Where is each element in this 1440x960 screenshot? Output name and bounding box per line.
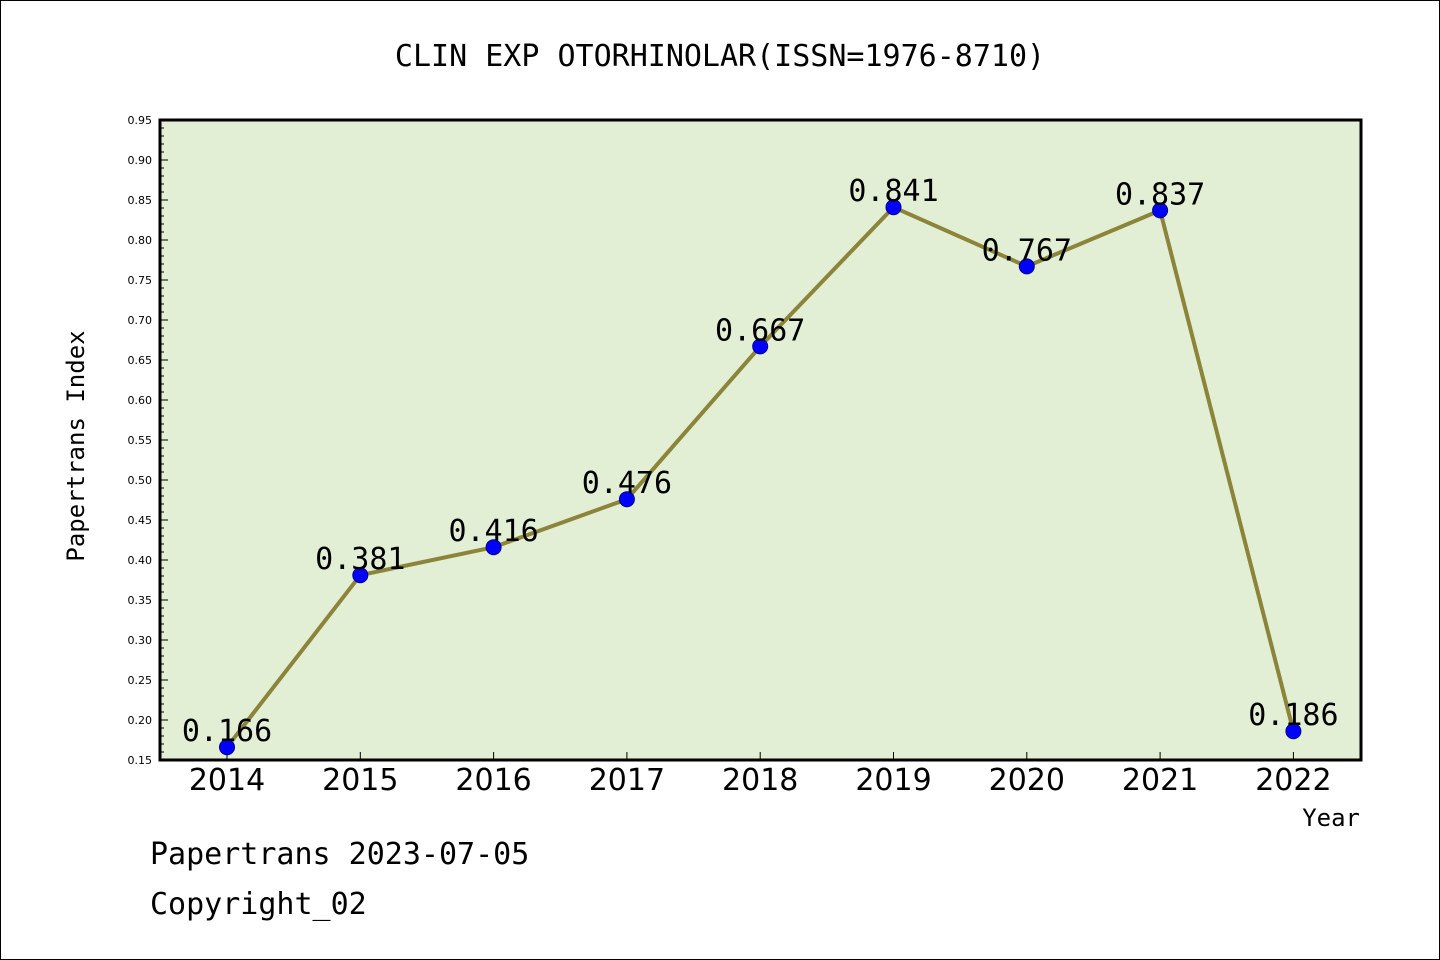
y-tick-label: 0.20 — [128, 714, 153, 727]
y-axis-label: Papertrans Index — [62, 330, 90, 561]
y-tick-label: 0.25 — [128, 674, 153, 687]
x-tick-label: 2021 — [1122, 763, 1198, 798]
y-tick-label: 0.45 — [128, 514, 153, 527]
y-tick-label: 0.90 — [128, 154, 153, 167]
data-label: 0.381 — [315, 542, 405, 577]
y-tick-label: 0.70 — [128, 314, 153, 327]
y-tick-label: 0.95 — [128, 114, 153, 127]
data-label: 0.667 — [715, 313, 805, 348]
x-tick-label: 2017 — [589, 763, 665, 798]
x-tick-label: 2019 — [855, 763, 931, 798]
y-tick-label: 0.65 — [128, 354, 153, 367]
x-tick-label: 2018 — [722, 763, 798, 798]
data-point — [1018, 258, 1035, 275]
y-tick-label: 0.15 — [128, 754, 153, 767]
series-papertrans-index — [219, 199, 1302, 756]
y-tick-label: 0.35 — [128, 594, 153, 607]
data-label: 0.476 — [582, 466, 672, 501]
data-labels: 0.166 0.381 0.416 0.476 0.667 0.841 0.767 0.837… — [182, 174, 1339, 749]
chart-title: CLIN EXP OTORHINOLAR(ISSN=1976-8710) — [395, 39, 1045, 74]
x-axis-label: Year — [1302, 804, 1360, 832]
y-tick-label: 0.50 — [128, 474, 153, 487]
footer-copyright: Copyright_02 — [150, 887, 367, 922]
data-point — [219, 739, 235, 756]
y-axis: 0.15 0.20 0.25 0.30 0.35 0.40 0.45 0.50 0.55 0.60… — [128, 114, 168, 767]
x-tick-label: 2014 — [189, 763, 265, 798]
data-point — [885, 199, 902, 216]
data-label: 0.186 — [1248, 698, 1338, 733]
y-tick-label: 0.85 — [128, 194, 153, 207]
y-tick-label: 0.60 — [128, 394, 153, 407]
y-tick-label: 0.55 — [128, 434, 153, 447]
x-axis: 2014 2015 2016 2017 2018 2019 2020 2021 2022 — [189, 752, 1332, 798]
data-point — [1285, 723, 1302, 740]
x-tick-label: 2015 — [322, 763, 398, 798]
x-tick-label: 2016 — [455, 763, 531, 798]
data-point — [485, 539, 502, 556]
x-tick-label: 2022 — [1255, 763, 1331, 798]
plot-area — [158, 118, 1363, 762]
x-tick-label: 2020 — [989, 763, 1065, 798]
data-label: 0.166 — [182, 714, 272, 749]
data-point — [752, 338, 769, 355]
data-point — [618, 491, 635, 508]
data-point — [352, 567, 369, 584]
footer-date: Papertrans 2023-07-05 — [150, 837, 529, 872]
y-tick-label: 0.40 — [128, 554, 153, 567]
data-label: 0.767 — [982, 233, 1072, 268]
y-tick-label: 0.30 — [128, 634, 153, 647]
data-label: 0.837 — [1115, 177, 1205, 212]
data-label: 0.841 — [848, 174, 938, 209]
y-tick-label: 0.75 — [128, 274, 153, 287]
y-tick-label: 0.80 — [128, 234, 153, 247]
data-label: 0.416 — [448, 514, 538, 549]
data-point — [1152, 202, 1169, 219]
